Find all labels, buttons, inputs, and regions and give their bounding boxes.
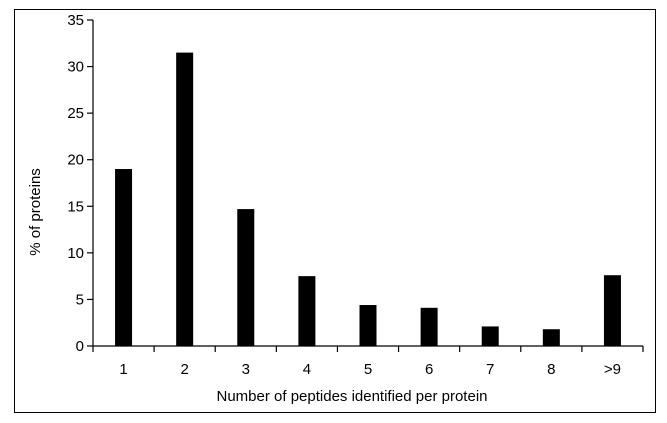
x-tick-label: 2 [180, 361, 188, 378]
bars-layer [115, 52, 621, 346]
x-tick-label: 4 [303, 361, 311, 378]
y-tick-label: 35 [67, 12, 84, 29]
bar-3 [237, 209, 255, 346]
chart-frame [14, 9, 656, 413]
bar-9 [603, 275, 621, 346]
y-ticks: 0 5 10 15 20 25 30 35 [67, 12, 93, 355]
x-tick-label: 7 [486, 361, 494, 378]
y-tick-label: 25 [67, 105, 84, 122]
y-tick-label: 30 [67, 59, 84, 76]
y-tick-label: 0 [76, 338, 84, 355]
y-tick-label: 15 [67, 198, 84, 215]
x-axis-title: Number of peptides identified per protei… [217, 388, 488, 405]
axes-layer [92, 20, 643, 347]
bar-6 [420, 307, 438, 346]
x-tick-label: 1 [119, 361, 127, 378]
x-tick-label: 5 [364, 361, 372, 378]
x-tick-label: >9 [604, 361, 621, 378]
bar-2 [176, 52, 194, 346]
bar-5 [359, 305, 377, 346]
bar-4 [298, 276, 316, 346]
x-tick-label: 3 [242, 361, 250, 378]
y-tick-label: 10 [67, 245, 84, 262]
bar-1 [115, 169, 133, 346]
x-tick-label: 8 [547, 361, 555, 378]
y-axis-title: % of proteins [27, 168, 44, 256]
bar-8 [542, 329, 560, 346]
x-tick-label: 6 [425, 361, 433, 378]
y-tick-label: 20 [67, 152, 84, 169]
bar-7 [481, 326, 499, 346]
x-ticks: 1 2 3 4 5 6 7 8 >9 [92, 346, 644, 378]
y-tick-label: 5 [76, 291, 84, 308]
